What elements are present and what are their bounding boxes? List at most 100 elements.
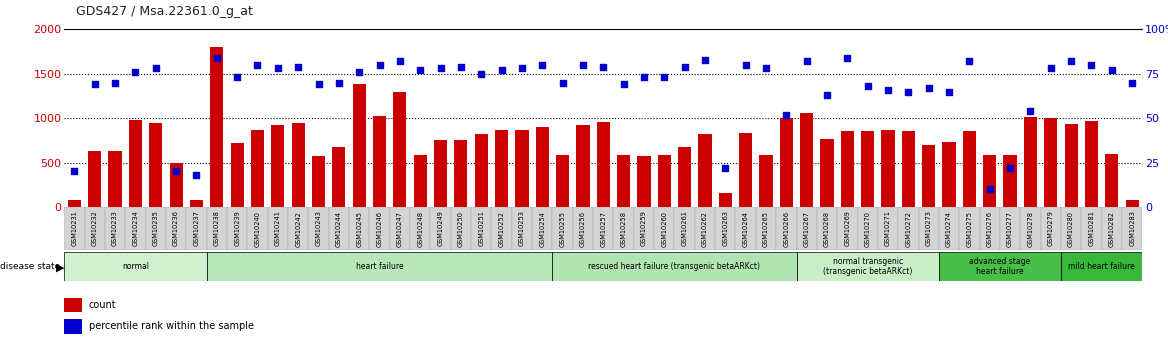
- Text: GSM10238: GSM10238: [214, 211, 220, 246]
- Text: GSM10268: GSM10268: [823, 210, 830, 247]
- Point: [1122, 80, 1141, 85]
- Text: ▶: ▶: [56, 263, 64, 273]
- Bar: [617, 155, 631, 207]
- Bar: [227, 207, 248, 250]
- Bar: [638, 156, 651, 207]
- Text: GSM10249: GSM10249: [438, 211, 444, 246]
- Text: GSM10283: GSM10283: [1129, 211, 1135, 246]
- Point: [593, 64, 612, 69]
- Text: GSM10242: GSM10242: [296, 210, 301, 247]
- Bar: [328, 207, 349, 250]
- Bar: [898, 207, 918, 250]
- Bar: [267, 207, 288, 250]
- Bar: [613, 207, 634, 250]
- Text: GDS427 / Msa.22361.0_g_at: GDS427 / Msa.22361.0_g_at: [76, 5, 252, 18]
- Point: [858, 83, 877, 89]
- Point: [310, 82, 328, 87]
- Text: GSM10259: GSM10259: [641, 211, 647, 246]
- Bar: [64, 252, 207, 281]
- Bar: [797, 252, 939, 281]
- Bar: [1122, 207, 1142, 250]
- Text: GSM10234: GSM10234: [132, 211, 139, 246]
- Point: [675, 64, 694, 69]
- Bar: [308, 207, 328, 250]
- Bar: [413, 156, 426, 207]
- Text: GSM10273: GSM10273: [926, 211, 932, 246]
- Text: GSM10275: GSM10275: [966, 210, 973, 247]
- Bar: [800, 113, 813, 207]
- Text: GSM10247: GSM10247: [397, 210, 403, 247]
- Bar: [820, 139, 834, 207]
- Text: GSM10269: GSM10269: [844, 211, 850, 246]
- Text: GSM10245: GSM10245: [356, 210, 362, 247]
- Point: [187, 172, 206, 178]
- Bar: [109, 151, 121, 207]
- Point: [757, 66, 776, 71]
- Bar: [959, 207, 980, 250]
- Text: GSM10262: GSM10262: [702, 210, 708, 247]
- Text: count: count: [89, 300, 117, 310]
- Point: [269, 66, 287, 71]
- Text: GSM10260: GSM10260: [661, 210, 667, 247]
- Text: GSM10281: GSM10281: [1089, 211, 1094, 246]
- Text: GSM10244: GSM10244: [336, 210, 342, 247]
- Bar: [230, 143, 244, 207]
- Text: GSM10277: GSM10277: [1007, 210, 1013, 247]
- Bar: [739, 133, 752, 207]
- Text: GSM10280: GSM10280: [1068, 210, 1075, 247]
- Bar: [797, 207, 816, 250]
- Text: GSM10253: GSM10253: [519, 211, 524, 246]
- Text: heart failure: heart failure: [356, 262, 403, 271]
- Bar: [943, 142, 955, 207]
- Bar: [64, 298, 82, 312]
- Text: GSM10239: GSM10239: [234, 211, 241, 246]
- Text: GSM10266: GSM10266: [784, 210, 790, 247]
- Point: [85, 82, 104, 87]
- Bar: [698, 134, 711, 207]
- Text: GSM10272: GSM10272: [905, 210, 911, 247]
- Bar: [105, 207, 125, 250]
- Point: [248, 62, 266, 68]
- Bar: [64, 319, 82, 334]
- Bar: [718, 193, 732, 207]
- Bar: [980, 207, 1000, 250]
- Text: GSM10252: GSM10252: [499, 210, 505, 247]
- Bar: [695, 207, 715, 250]
- Bar: [146, 207, 166, 250]
- Text: normal transgenic
(transgenic betaARKct): normal transgenic (transgenic betaARKct): [823, 257, 912, 276]
- Text: normal: normal: [121, 262, 150, 271]
- Bar: [878, 207, 898, 250]
- Point: [146, 66, 165, 71]
- Text: percentile rank within the sample: percentile rank within the sample: [89, 322, 253, 332]
- Bar: [552, 252, 797, 281]
- Bar: [674, 207, 695, 250]
- Text: GSM10261: GSM10261: [682, 211, 688, 246]
- Text: GSM10278: GSM10278: [1028, 210, 1034, 247]
- Bar: [857, 207, 878, 250]
- Point: [106, 80, 125, 85]
- Text: GSM10233: GSM10233: [112, 211, 118, 246]
- Text: GSM10251: GSM10251: [478, 211, 485, 246]
- Bar: [1101, 207, 1122, 250]
- Bar: [777, 207, 797, 250]
- Point: [777, 112, 795, 117]
- Bar: [390, 207, 410, 250]
- Bar: [654, 207, 674, 250]
- Text: GSM10271: GSM10271: [885, 211, 891, 246]
- Text: GSM10265: GSM10265: [763, 210, 769, 247]
- Point: [716, 165, 735, 171]
- Text: GSM10264: GSM10264: [743, 210, 749, 247]
- Bar: [349, 207, 369, 250]
- Point: [980, 186, 999, 192]
- Bar: [186, 207, 207, 250]
- Bar: [1024, 117, 1037, 207]
- Bar: [552, 207, 572, 250]
- Point: [126, 69, 145, 75]
- Point: [370, 62, 389, 68]
- Bar: [816, 207, 837, 250]
- Bar: [353, 83, 366, 207]
- Bar: [454, 140, 467, 207]
- Bar: [128, 120, 142, 207]
- Bar: [495, 130, 508, 207]
- Bar: [288, 207, 308, 250]
